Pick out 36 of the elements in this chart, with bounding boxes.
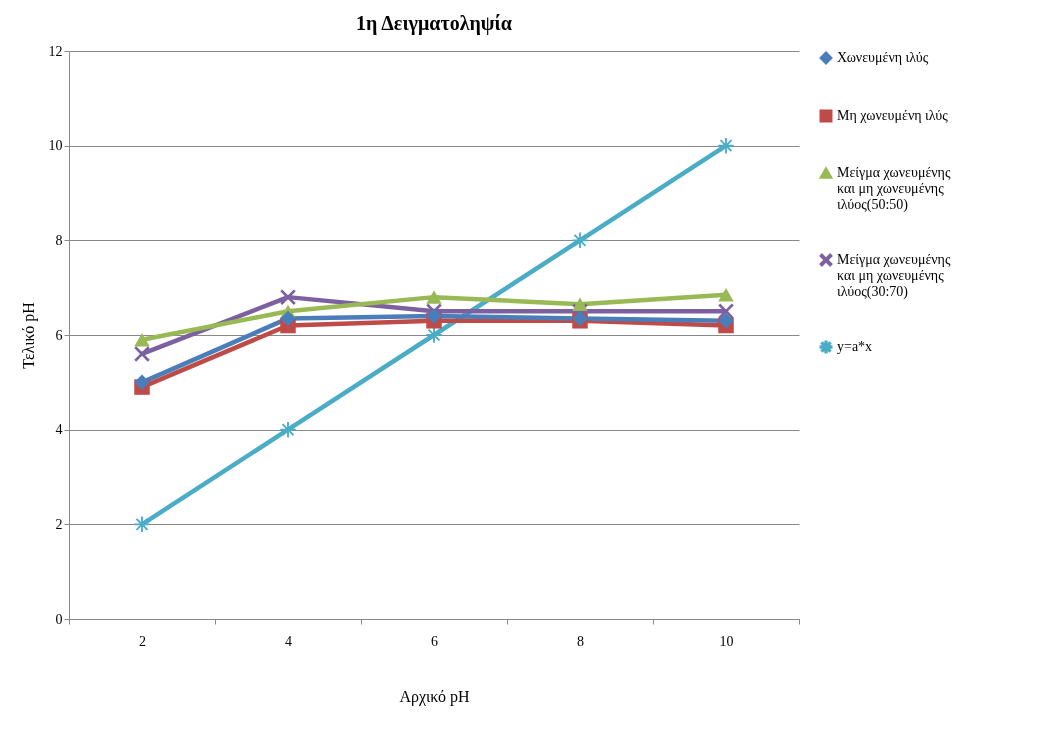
- y-tick-label: 2: [55, 516, 63, 532]
- point: [572, 297, 588, 311]
- x-tick-label: 4: [285, 633, 292, 649]
- chart-title: 1η Δειγματοληψία: [356, 12, 512, 35]
- x-tick-label: 10: [719, 633, 734, 649]
- point: [426, 290, 442, 304]
- point: [280, 289, 296, 305]
- legend-label: Μείγμα χωνευμένης και μη χωνευμένης ιλύος(30:70): [837, 252, 951, 300]
- legend-label: Μείγμα χωνευμένης και μη χωνευμένης ιλύος(50:50): [837, 165, 951, 213]
- point: [572, 232, 588, 249]
- legend-label: Μη χωνευμένη ιλύς: [837, 108, 949, 123]
- point: [718, 288, 734, 302]
- y-tick-label: 10: [48, 138, 63, 154]
- legend-label: Χωνευμένη ιλύς: [837, 50, 929, 65]
- y-tick-label: 0: [55, 611, 63, 627]
- point: [134, 516, 150, 533]
- point: [718, 137, 734, 154]
- y-axis-title: Τελικό pH: [19, 301, 38, 369]
- point: [426, 308, 442, 324]
- y-tick-label: 6: [55, 327, 63, 343]
- x-tick-label: 6: [431, 633, 438, 649]
- point: [426, 327, 442, 343]
- x-tick-label: 2: [139, 633, 146, 649]
- y-tick-label: 8: [55, 232, 63, 248]
- point: [280, 421, 296, 438]
- legend-label: y=a*x: [837, 339, 873, 354]
- point: [134, 333, 150, 347]
- point: [718, 303, 734, 320]
- x-tick-label: 8: [577, 633, 584, 649]
- y-tick-label: 12: [48, 43, 63, 59]
- point: [280, 310, 296, 327]
- y-tick-label: 4: [55, 422, 63, 438]
- point: [134, 374, 150, 391]
- point: [134, 346, 150, 362]
- point: [718, 313, 734, 329]
- x-axis-title: Αρχικό pH: [399, 687, 471, 706]
